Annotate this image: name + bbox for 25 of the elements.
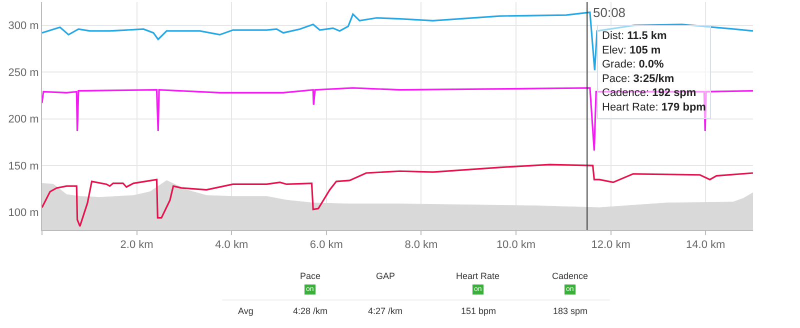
text: Avg — [238, 306, 254, 316]
x-tick-label: 12.0 km — [591, 239, 630, 252]
x-tick-label: 2.0 km — [120, 239, 154, 252]
text: Pace — [300, 271, 321, 281]
text: 151 bpm — [461, 306, 496, 316]
text: 4:28 /km — [293, 306, 328, 316]
text: 183 spm — [553, 306, 588, 316]
text: Dist: 11.5 km Elev: 105 m Grade: 0.0% Pace: 3:25/km Cadence: 192 spm Heart Rate: 179 bpm — [602, 30, 706, 114]
text: Cadence — [552, 271, 588, 281]
y-tick-label: 300 m — [8, 20, 39, 32]
text: Heart Rate — [456, 271, 500, 281]
y-tick-label: 200 m — [8, 114, 39, 126]
y-tick-label: 250 m — [8, 66, 39, 79]
line-series — [42, 164, 753, 228]
x-tick-label: 14.0 km — [686, 239, 726, 252]
text: 4:27 /km — [368, 306, 403, 316]
line-series — [42, 87, 753, 152]
x-tick-label: 8.0 km — [404, 239, 438, 252]
y-tick-label: 150 m — [8, 160, 39, 172]
x-tick-label: 4.0 km — [215, 239, 248, 252]
y-tick-label: 100 m — [8, 207, 39, 220]
text: GAP — [376, 271, 396, 281]
x-tick-label: 10.0 km — [496, 239, 536, 252]
annotation: 50:08 — [593, 5, 626, 20]
x-tick-label: 6.0 km — [310, 239, 343, 252]
